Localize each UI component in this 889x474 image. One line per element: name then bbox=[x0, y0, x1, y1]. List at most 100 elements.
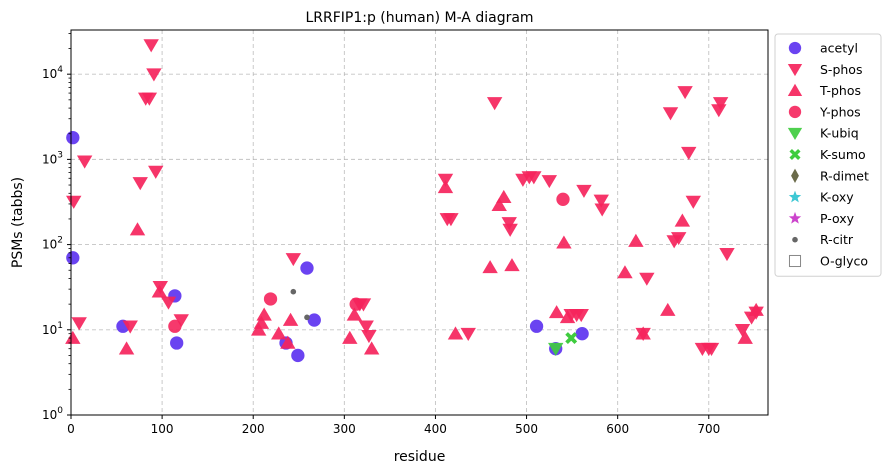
x-tick-label: 100 bbox=[151, 422, 174, 436]
legend-marker-P-oxy bbox=[788, 211, 802, 224]
data-point-S-phos bbox=[639, 272, 655, 286]
data-point-S-phos bbox=[358, 320, 374, 334]
data-point-T-phos bbox=[628, 233, 644, 247]
data-point-S-phos bbox=[173, 314, 189, 328]
data-point-S-phos bbox=[526, 171, 542, 185]
legend-label: T-phos bbox=[819, 83, 861, 98]
legend-label: K-oxy bbox=[820, 190, 854, 205]
data-point-S-phos bbox=[573, 309, 589, 323]
series-K-ubiq bbox=[548, 342, 564, 357]
data-point-T-phos bbox=[548, 305, 565, 319]
data-point-T-phos bbox=[660, 302, 676, 316]
data-point-S-phos bbox=[146, 68, 162, 82]
legend-label: S-phos bbox=[820, 62, 862, 77]
data-point-T-phos bbox=[504, 258, 520, 272]
legend-marker-R-citr bbox=[792, 236, 798, 243]
data-point-S-phos bbox=[141, 92, 158, 106]
data-point-S-phos bbox=[285, 253, 302, 267]
data-point-S-phos bbox=[593, 194, 609, 208]
data-point-acetyl bbox=[307, 313, 321, 327]
data-point-S-phos bbox=[594, 203, 610, 217]
data-point-T-phos bbox=[617, 265, 633, 279]
x-tick-label: 300 bbox=[333, 422, 356, 436]
data-point-T-phos bbox=[280, 335, 296, 349]
y-tick-label: 101 bbox=[42, 321, 63, 337]
legend-marker-T-phos bbox=[787, 83, 803, 96]
legend-label: P-oxy bbox=[820, 211, 855, 226]
data-point-S-phos bbox=[76, 155, 93, 169]
y-axis-label: PSMs (tabbs) bbox=[10, 177, 26, 268]
legend-box bbox=[774, 33, 882, 277]
data-point-T-phos bbox=[250, 322, 267, 336]
data-point-S-phos bbox=[148, 165, 164, 179]
data-point-S-phos bbox=[681, 146, 697, 160]
legend-marker-K-sumo bbox=[789, 148, 801, 161]
data-point-acetyl bbox=[300, 261, 314, 275]
data-point-T-phos bbox=[342, 330, 358, 344]
data-point-Y-phos bbox=[263, 292, 278, 306]
data-point-S-phos bbox=[671, 232, 687, 246]
data-point-S-phos bbox=[734, 324, 751, 338]
data-point-T-phos bbox=[447, 326, 464, 340]
x-axis-label: residue bbox=[394, 449, 446, 465]
series-R-citr bbox=[290, 288, 310, 321]
chart-title: LRRFIP1:p (human) M-A diagram bbox=[305, 10, 533, 26]
data-point-T-phos bbox=[482, 260, 498, 274]
legend-label: O-glyco bbox=[820, 254, 868, 269]
data-point-K-sumo bbox=[565, 332, 578, 345]
data-point-S-phos bbox=[486, 97, 503, 111]
data-point-acetyl bbox=[291, 348, 305, 363]
data-point-T-phos bbox=[151, 284, 168, 298]
data-point-T-phos bbox=[674, 213, 691, 227]
data-point-R-citr bbox=[290, 288, 297, 295]
y-tick-label: 102 bbox=[42, 236, 63, 252]
x-tick-label: 200 bbox=[242, 422, 265, 436]
data-point-S-phos bbox=[143, 39, 159, 53]
data-point-T-phos bbox=[559, 310, 576, 324]
legend-marker-acetyl bbox=[788, 41, 802, 55]
data-point-S-phos bbox=[712, 97, 729, 111]
legend-label: acetyl bbox=[820, 41, 858, 56]
data-point-T-phos bbox=[556, 235, 572, 249]
data-point-S-phos bbox=[541, 175, 558, 189]
data-point-S-phos bbox=[132, 177, 148, 191]
legend-label: R-citr bbox=[820, 232, 854, 247]
data-point-T-phos bbox=[491, 197, 507, 211]
legend-label: K-sumo bbox=[820, 147, 866, 162]
series-acetyl bbox=[66, 130, 589, 363]
legend-marker-O-glyco bbox=[788, 254, 802, 268]
data-point-S-phos bbox=[662, 107, 679, 121]
data-point-T-phos bbox=[118, 341, 135, 355]
data-point-R-citr bbox=[304, 314, 310, 321]
data-point-T-phos bbox=[437, 180, 454, 194]
data-point-acetyl bbox=[66, 130, 80, 145]
data-point-T-phos bbox=[253, 315, 270, 329]
data-point-S-phos bbox=[443, 213, 459, 227]
data-point-S-phos bbox=[361, 330, 377, 344]
legend: acetyl S-phos T-phos Y-phos K-ubiq K-sumo R-di… bbox=[774, 33, 882, 277]
series-Y-phos bbox=[168, 192, 570, 333]
data-point-S-phos bbox=[576, 184, 592, 198]
legend-marker-R-dimet bbox=[791, 168, 799, 183]
data-point-S-phos bbox=[703, 342, 720, 357]
data-point-S-phos bbox=[677, 86, 693, 100]
x-tick-label: 600 bbox=[606, 422, 629, 436]
data-point-T-phos bbox=[748, 302, 764, 316]
axis-ticks: 0 100 200 300 400 500 600 700 100 101 102 103 104 bbox=[42, 33, 720, 436]
data-point-T-phos bbox=[65, 330, 81, 344]
data-point-T-phos bbox=[271, 326, 287, 340]
x-tick-label: 400 bbox=[424, 422, 447, 436]
data-point-S-phos bbox=[685, 195, 701, 209]
data-point-K-ubiq bbox=[548, 342, 564, 357]
data-point-S-phos bbox=[160, 296, 177, 310]
data-point-Y-phos bbox=[556, 192, 570, 206]
y-tick-label: 104 bbox=[42, 65, 63, 81]
y-tick-label: 100 bbox=[42, 406, 63, 422]
legend-label: Y-phos bbox=[819, 104, 861, 119]
legend-label: K-ubiq bbox=[820, 126, 859, 141]
data-point-Y-phos bbox=[168, 319, 182, 333]
data-point-acetyl bbox=[529, 319, 544, 333]
data-point-acetyl bbox=[575, 327, 589, 341]
data-point-S-phos bbox=[122, 320, 138, 334]
